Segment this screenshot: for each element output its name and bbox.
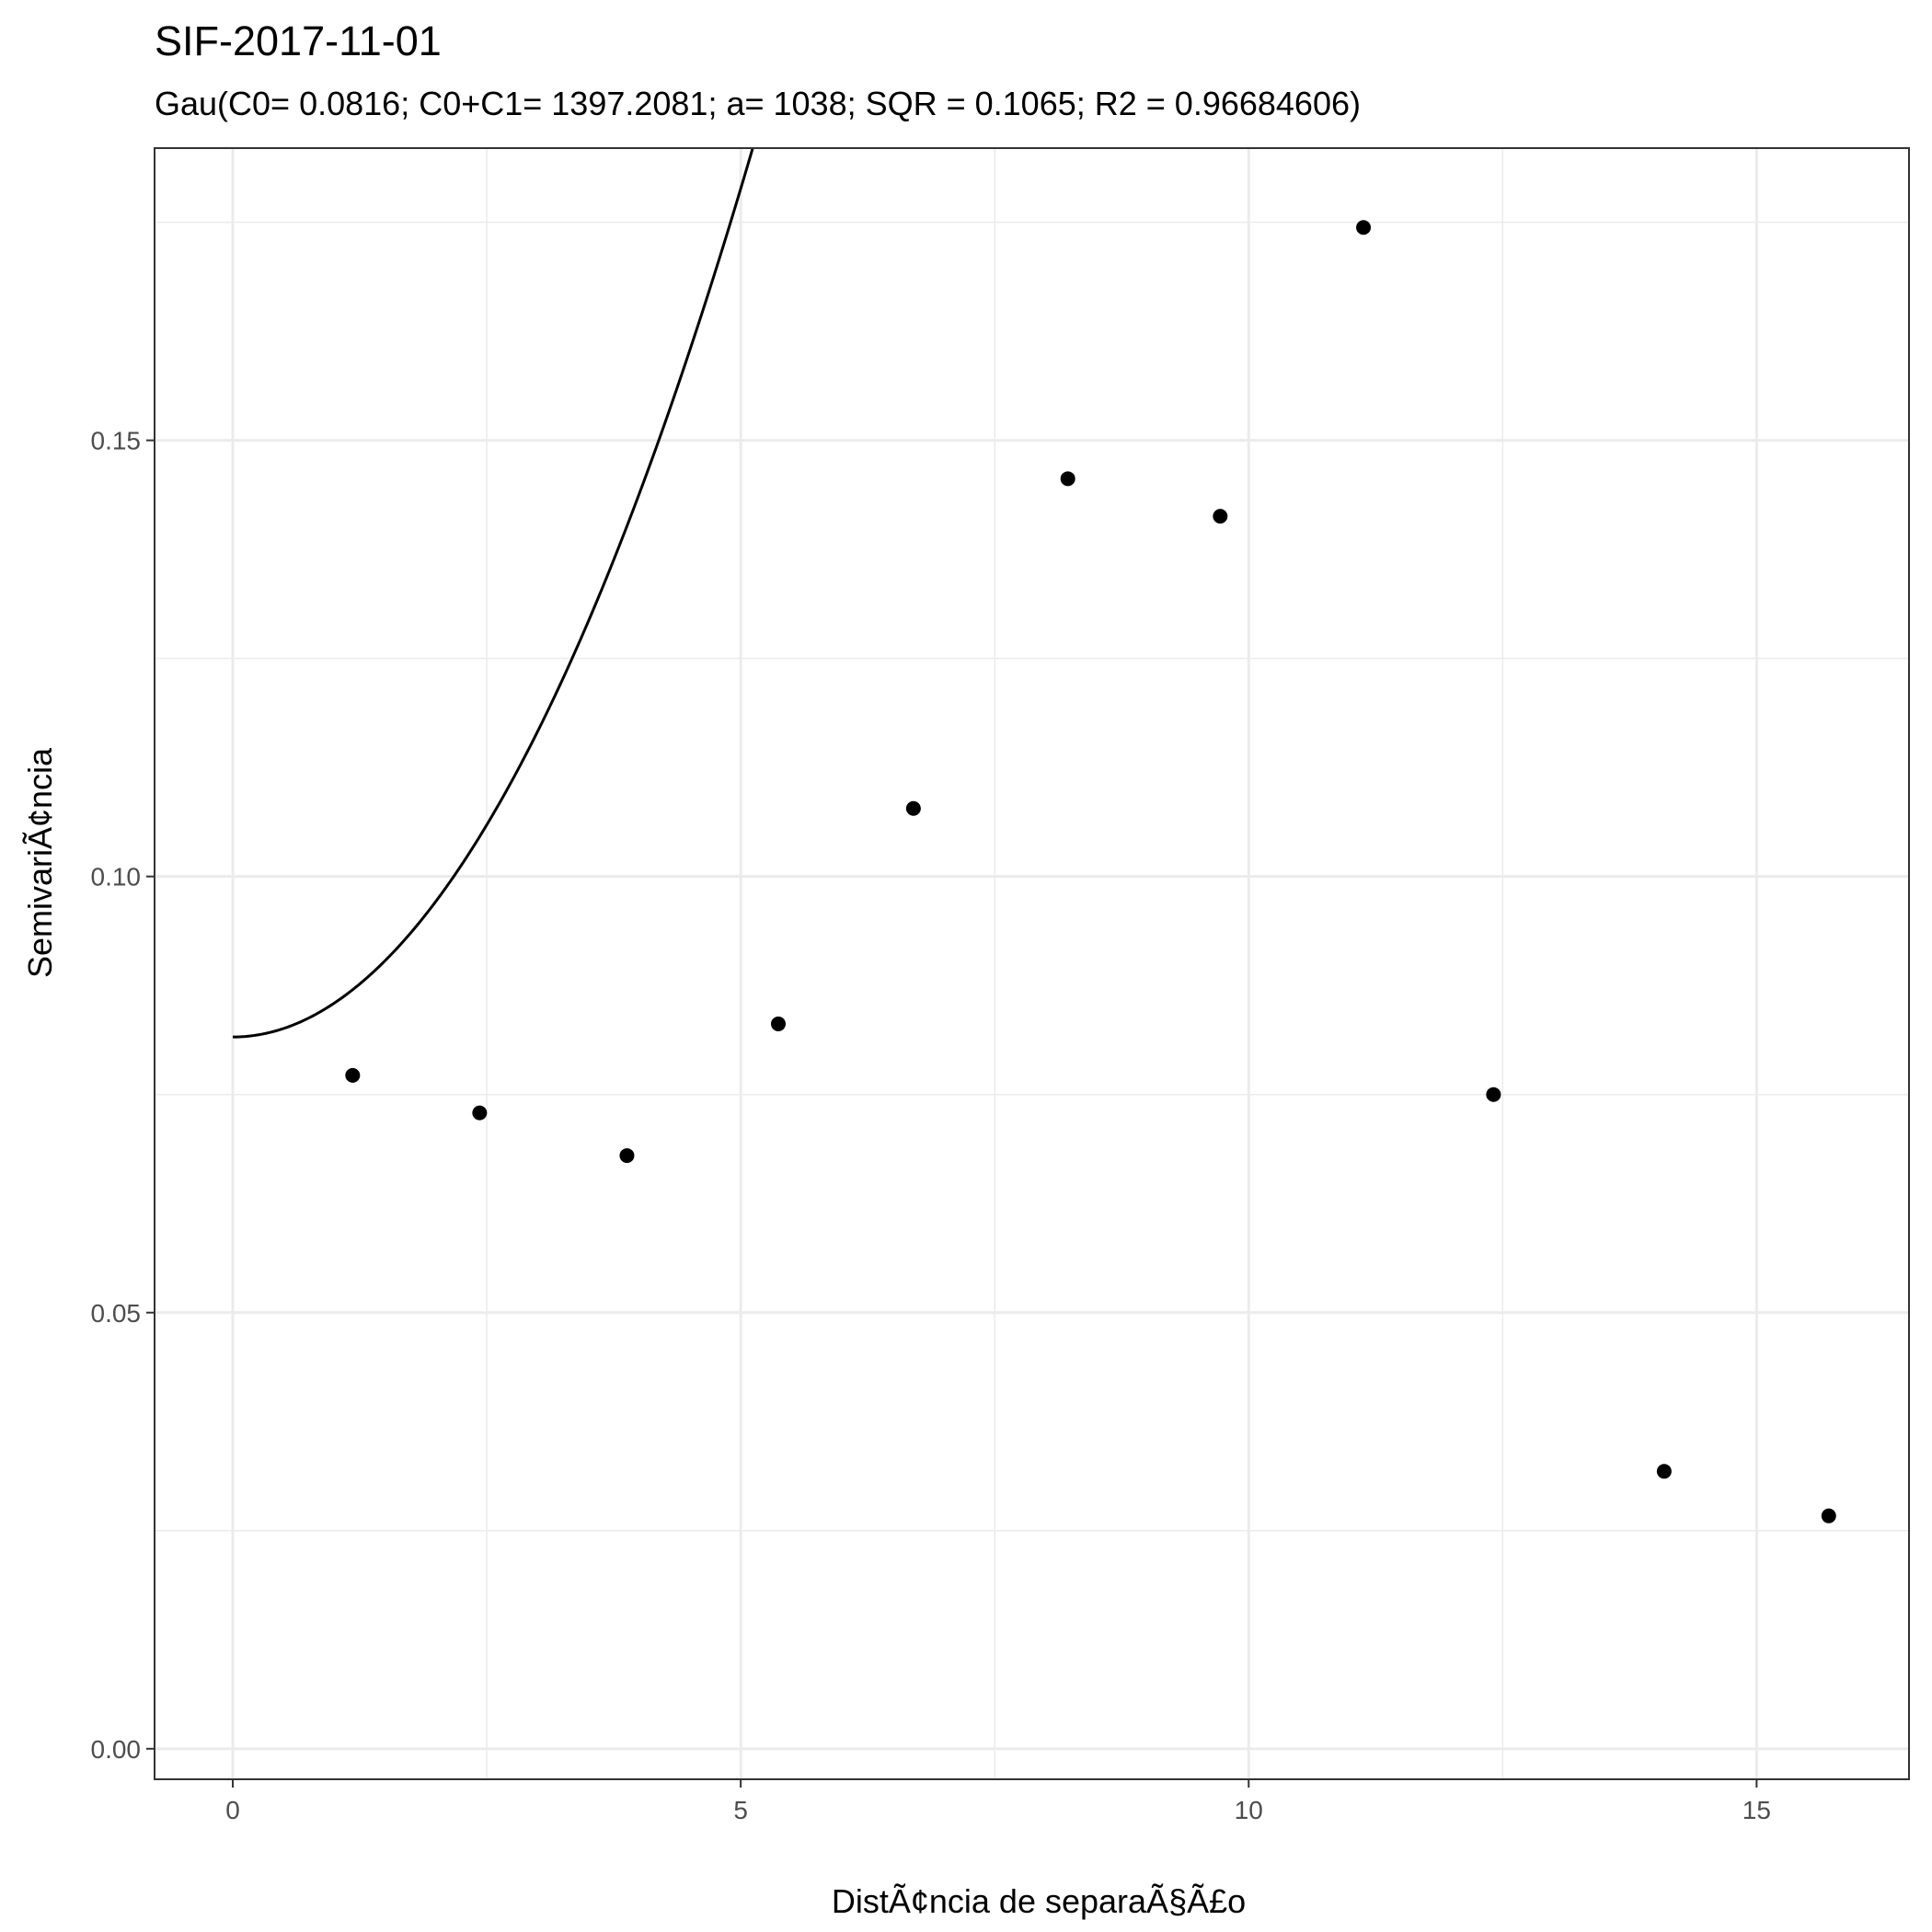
panel-border	[154, 147, 1910, 1780]
y-axis-title: SemivariÃ¢ncia	[21, 747, 59, 978]
axis-ticks: 0 5 10 15 0.00 0.05 0.10 0.15	[91, 427, 1771, 1824]
data-point	[1356, 220, 1372, 236]
data-point	[345, 1067, 361, 1083]
major-grid	[155, 148, 1909, 1779]
x-tick-label: 15	[1742, 1796, 1771, 1824]
data-point	[619, 1148, 635, 1164]
chart-title: SIF-2017-11-01	[155, 17, 442, 64]
data-point	[1821, 1508, 1836, 1524]
data-point	[1656, 1464, 1672, 1479]
x-tick-label: 10	[1235, 1796, 1263, 1824]
data-point	[472, 1105, 488, 1121]
x-tick-label: 5	[733, 1796, 748, 1824]
y-tick-label: 0.10	[91, 863, 142, 891]
x-axis-title: DistÃ¢ncia de separaÃ§Ã£o	[832, 1882, 1246, 1920]
data-point	[1213, 509, 1228, 524]
points-layer	[345, 220, 1836, 1524]
y-tick-label: 0.15	[91, 427, 142, 455]
minor-grid	[155, 148, 1909, 1779]
data-point	[770, 1016, 786, 1031]
chart-subtitle: Gau(C0= 0.0816; C0+C1= 1397.2081; a= 103…	[155, 85, 1361, 122]
x-tick-label: 0	[225, 1796, 240, 1824]
y-tick-label: 0.00	[91, 1735, 142, 1764]
model-curve	[233, 148, 754, 1039]
data-point	[1486, 1087, 1501, 1102]
data-point	[905, 800, 921, 816]
y-tick-label: 0.05	[91, 1299, 142, 1328]
data-point	[1060, 471, 1075, 487]
model-curve-layer	[233, 148, 754, 1039]
